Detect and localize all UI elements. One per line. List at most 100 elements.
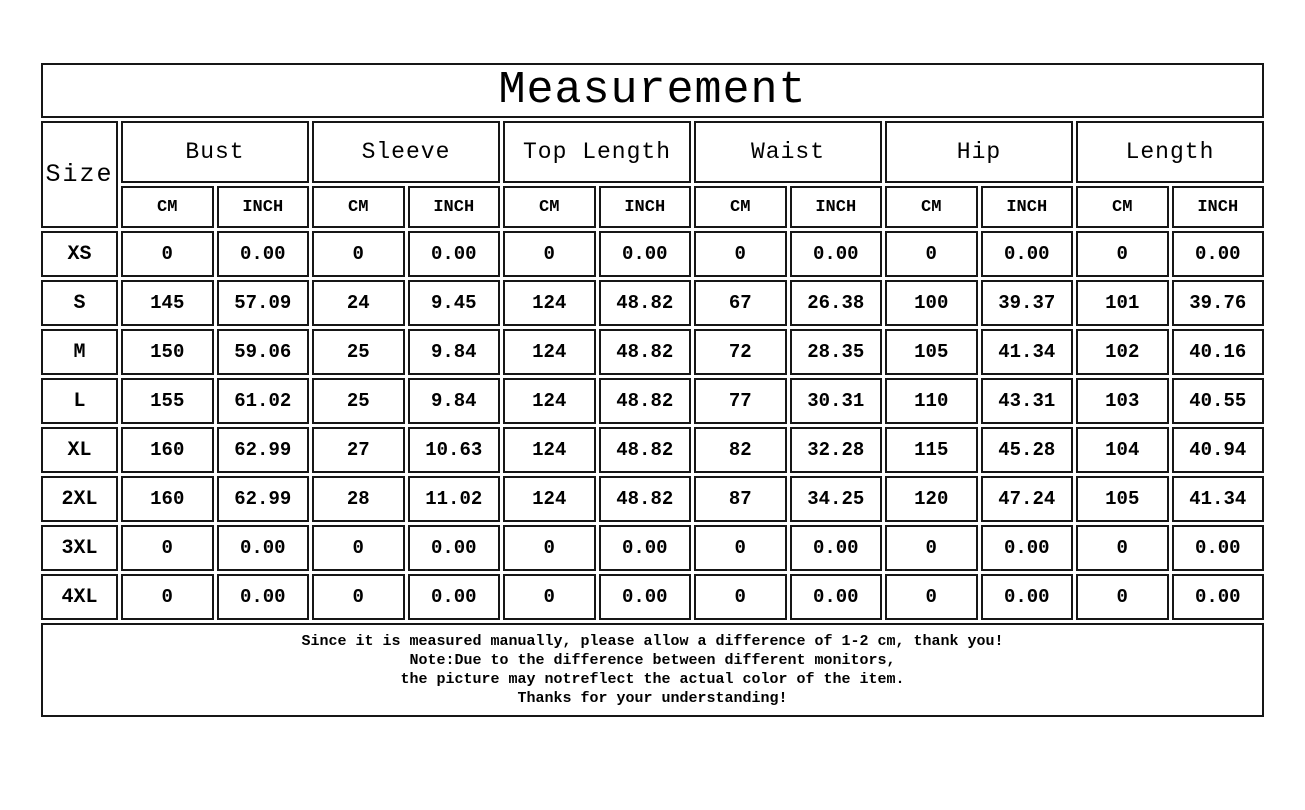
cell-l-bust-cm: 155	[121, 378, 214, 424]
measurement-table: Measurement Size Bust Sleeve Top Length …	[38, 60, 1267, 720]
cell-l-hip-inch: 43.31	[980, 378, 1073, 424]
unit-header-length-cm: CM	[1076, 186, 1169, 228]
cell-xl-hip-inch: 45.28	[980, 427, 1073, 473]
cell-3xl-bust-cm: 0	[121, 525, 214, 571]
cell-4xl-top-length-inch: 0.00	[598, 574, 691, 620]
cell-2xl-waist-cm: 87	[694, 476, 787, 522]
cell-2xl-sleeve-cm: 28	[312, 476, 405, 522]
cell-xs-top-length-inch: 0.00	[598, 231, 691, 277]
cell-l-sleeve-inch: 9.84	[407, 378, 500, 424]
cell-xs-sleeve-inch: 0.00	[407, 231, 500, 277]
notes-block: Since it is measured manually, please al…	[41, 623, 1264, 717]
cell-xs-bust-cm: 0	[121, 231, 214, 277]
cell-2xl-sleeve-inch: 11.02	[407, 476, 500, 522]
cell-2xl-bust-cm: 160	[121, 476, 214, 522]
unit-header-hip-cm: CM	[885, 186, 978, 228]
cell-s-bust-inch: 57.09	[216, 280, 309, 326]
cell-s-hip-cm: 100	[885, 280, 978, 326]
cell-2xl-waist-inch: 34.25	[789, 476, 882, 522]
size-label-m: M	[41, 329, 118, 375]
cell-xs-sleeve-cm: 0	[312, 231, 405, 277]
cell-4xl-hip-inch: 0.00	[980, 574, 1073, 620]
cell-s-waist-cm: 67	[694, 280, 787, 326]
cell-xl-top-length-cm: 124	[503, 427, 596, 473]
unit-header-top-length-inch: INCH	[598, 186, 691, 228]
cell-2xl-top-length-inch: 48.82	[598, 476, 691, 522]
cell-4xl-length-cm: 0	[1076, 574, 1169, 620]
table-row-s: S 145 57.09 24 9.45 124 48.82 67 26.38 1…	[41, 280, 1264, 326]
cell-l-waist-cm: 77	[694, 378, 787, 424]
cell-s-hip-inch: 39.37	[980, 280, 1073, 326]
unit-header-sleeve-cm: CM	[312, 186, 405, 228]
cell-2xl-top-length-cm: 124	[503, 476, 596, 522]
cell-xl-waist-inch: 32.28	[789, 427, 882, 473]
size-label-s: S	[41, 280, 118, 326]
unit-header-waist-inch: INCH	[789, 186, 882, 228]
cell-m-bust-inch: 59.06	[216, 329, 309, 375]
cell-3xl-waist-cm: 0	[694, 525, 787, 571]
cell-m-hip-cm: 105	[885, 329, 978, 375]
unit-header-row: CM INCH CM INCH CM INCH CM INCH CM INCH …	[41, 186, 1264, 228]
cell-m-sleeve-cm: 25	[312, 329, 405, 375]
cell-4xl-hip-cm: 0	[885, 574, 978, 620]
cell-l-bust-inch: 61.02	[216, 378, 309, 424]
cell-4xl-waist-cm: 0	[694, 574, 787, 620]
cell-l-sleeve-cm: 25	[312, 378, 405, 424]
group-header-hip: Hip	[885, 121, 1073, 183]
cell-m-waist-cm: 72	[694, 329, 787, 375]
cell-4xl-sleeve-cm: 0	[312, 574, 405, 620]
cell-xs-length-inch: 0.00	[1171, 231, 1264, 277]
group-header-row: Size Bust Sleeve Top Length Waist Hip Le…	[41, 121, 1264, 228]
cell-3xl-top-length-inch: 0.00	[598, 525, 691, 571]
cell-l-length-cm: 103	[1076, 378, 1169, 424]
table-row-xs: XS 0 0.00 0 0.00 0 0.00 0 0.00 0 0.00 0 …	[41, 231, 1264, 277]
cell-m-length-inch: 40.16	[1171, 329, 1264, 375]
cell-xl-top-length-inch: 48.82	[598, 427, 691, 473]
cell-4xl-bust-inch: 0.00	[216, 574, 309, 620]
unit-header-bust-inch: INCH	[216, 186, 309, 228]
size-label-4xl: 4XL	[41, 574, 118, 620]
cell-4xl-bust-cm: 0	[121, 574, 214, 620]
table-row-2xl: 2XL 160 62.99 28 11.02 124 48.82 87 34.2…	[41, 476, 1264, 522]
cell-3xl-length-cm: 0	[1076, 525, 1169, 571]
cell-l-top-length-inch: 48.82	[598, 378, 691, 424]
note-line-4: Thanks for your understanding!	[517, 690, 788, 707]
cell-s-top-length-cm: 124	[503, 280, 596, 326]
cell-2xl-length-inch: 41.34	[1171, 476, 1264, 522]
cell-3xl-sleeve-inch: 0.00	[407, 525, 500, 571]
cell-xs-top-length-cm: 0	[503, 231, 596, 277]
cell-3xl-length-inch: 0.00	[1171, 525, 1264, 571]
note-line-1: Since it is measured manually, please al…	[301, 633, 1004, 650]
cell-2xl-hip-inch: 47.24	[980, 476, 1073, 522]
notes-row: Since it is measured manually, please al…	[41, 623, 1264, 717]
size-label-2xl: 2XL	[41, 476, 118, 522]
cell-m-sleeve-inch: 9.84	[407, 329, 500, 375]
cell-m-length-cm: 102	[1076, 329, 1169, 375]
cell-xs-hip-inch: 0.00	[980, 231, 1073, 277]
cell-xs-waist-inch: 0.00	[789, 231, 882, 277]
table-row-4xl: 4XL 0 0.00 0 0.00 0 0.00 0 0.00 0 0.00 0…	[41, 574, 1264, 620]
cell-2xl-hip-cm: 120	[885, 476, 978, 522]
cell-xl-bust-cm: 160	[121, 427, 214, 473]
cell-xl-length-cm: 104	[1076, 427, 1169, 473]
unit-header-waist-cm: CM	[694, 186, 787, 228]
cell-3xl-top-length-cm: 0	[503, 525, 596, 571]
cell-xs-bust-inch: 0.00	[216, 231, 309, 277]
cell-xl-hip-cm: 115	[885, 427, 978, 473]
cell-3xl-sleeve-cm: 0	[312, 525, 405, 571]
cell-xs-hip-cm: 0	[885, 231, 978, 277]
cell-3xl-bust-inch: 0.00	[216, 525, 309, 571]
group-header-sleeve: Sleeve	[312, 121, 500, 183]
cell-m-top-length-inch: 48.82	[598, 329, 691, 375]
unit-header-bust-cm: CM	[121, 186, 214, 228]
size-label-xs: XS	[41, 231, 118, 277]
note-line-2: Note:Due to the difference between diffe…	[409, 652, 896, 669]
group-header-bust: Bust	[121, 121, 309, 183]
cell-xl-waist-cm: 82	[694, 427, 787, 473]
cell-m-top-length-cm: 124	[503, 329, 596, 375]
cell-4xl-sleeve-inch: 0.00	[407, 574, 500, 620]
cell-2xl-length-cm: 105	[1076, 476, 1169, 522]
page-title: Measurement	[41, 63, 1264, 118]
cell-s-sleeve-inch: 9.45	[407, 280, 500, 326]
